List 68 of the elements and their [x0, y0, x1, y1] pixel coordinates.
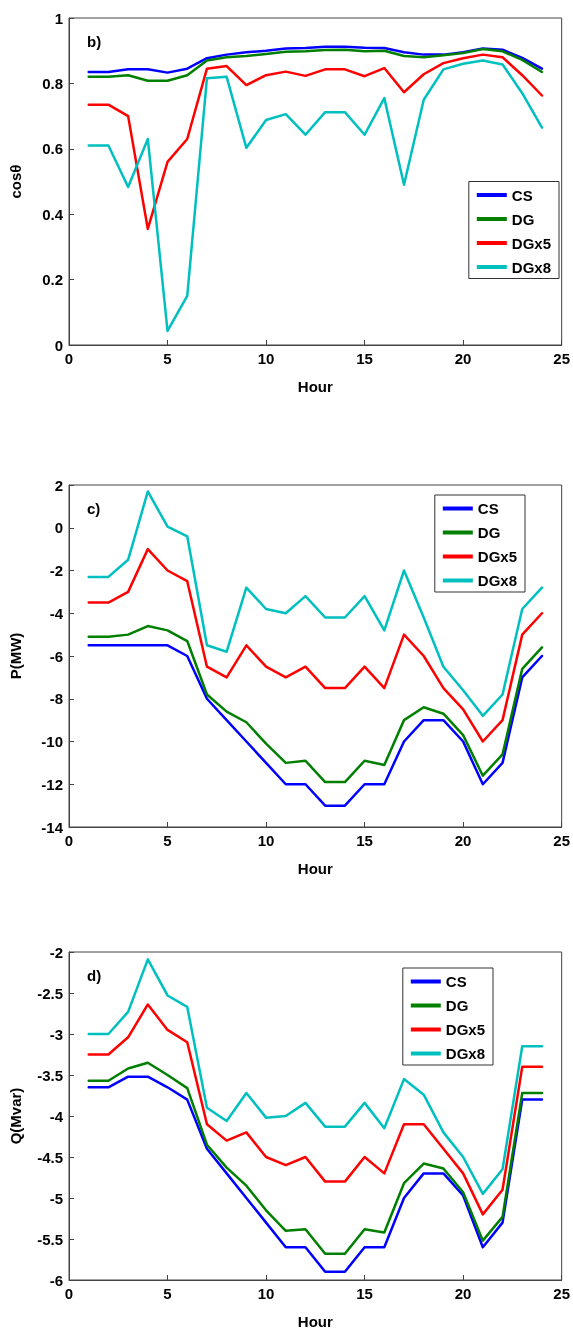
- y-tick-label: -2: [49, 943, 63, 961]
- y-axis-title: cosθ: [7, 164, 24, 199]
- y-tick-label: 0.6: [42, 140, 63, 158]
- x-tick-label: 20: [454, 350, 472, 367]
- y-tick-label: -12: [41, 775, 63, 793]
- x-tick-label: 15: [356, 1285, 373, 1302]
- y-tick-label: -3: [49, 1025, 63, 1043]
- legend-label: DG: [511, 210, 535, 228]
- x-tick-label: 10: [257, 832, 275, 849]
- x-axis-title: Hour: [297, 860, 333, 877]
- line-series: [87, 624, 544, 784]
- y-tick-label: -3.5: [37, 1066, 63, 1084]
- y-tick-label: 0: [54, 336, 63, 354]
- legend-label: DGx5: [477, 548, 517, 565]
- annotation: c): [87, 500, 101, 517]
- x-tick-label: 15: [356, 350, 373, 367]
- x-tick-label: 10: [257, 350, 275, 367]
- legend-label: DGx5: [511, 234, 551, 252]
- line-series: [87, 958, 544, 1196]
- y-tick-label: -2.5: [37, 984, 63, 1002]
- y-axis-title: P(MW): [7, 632, 24, 680]
- legend-label: CS: [445, 973, 467, 990]
- y-tick-label: 0.4: [42, 205, 64, 223]
- legend-label: DGx5: [445, 1021, 485, 1038]
- legend-label: DG: [445, 997, 469, 1014]
- legend-label: DGx8: [477, 572, 517, 589]
- x-tick-label: 5: [163, 350, 172, 367]
- line-series: [87, 1061, 544, 1256]
- y-tick-label: -5: [49, 1189, 63, 1207]
- x-tick-label: 25: [553, 350, 570, 367]
- y-tick-label: -10: [41, 733, 63, 750]
- y-tick-label: -5.5: [37, 1230, 63, 1248]
- y-tick-label: -2: [49, 562, 63, 579]
- legend-label: CS: [477, 500, 499, 517]
- y-axis-title: Q(Mvar): [7, 1087, 24, 1145]
- line-series: [87, 644, 544, 807]
- y-tick-label: -4: [49, 604, 64, 622]
- line-series: [87, 547, 544, 743]
- x-tick-label: 20: [454, 1285, 472, 1302]
- line-series: [87, 1003, 544, 1216]
- y-tick-label: -14: [41, 818, 64, 836]
- line-series: [87, 53, 544, 231]
- legend-label: CS: [511, 186, 533, 204]
- line-series: [87, 490, 544, 718]
- annotation: d): [87, 967, 102, 984]
- y-tick-label: -6: [49, 1271, 63, 1289]
- y-tick-label: 0.2: [42, 271, 63, 289]
- annotation: b): [87, 33, 102, 50]
- x-tick-label: 25: [553, 1285, 570, 1302]
- y-tick-label: -4: [49, 1107, 64, 1125]
- y-tick-label: 0.8: [42, 74, 63, 92]
- y-tick-label: -4.5: [37, 1148, 63, 1166]
- x-tick-label: 15: [356, 832, 373, 849]
- y-tick-label: -8: [49, 690, 63, 708]
- x-tick-label: 5: [163, 832, 172, 849]
- x-tick-label: 20: [454, 832, 472, 849]
- legend-label: DGx8: [511, 258, 551, 276]
- x-axis-title: Hour: [297, 378, 333, 395]
- x-tick-label: 5: [163, 1285, 172, 1302]
- y-tick-label: 0: [54, 519, 63, 537]
- x-tick-label: 25: [553, 832, 570, 849]
- y-tick-label: 1: [54, 9, 63, 27]
- y-tick-label: -6: [49, 647, 63, 665]
- x-tick-label: 10: [257, 1285, 275, 1302]
- y-tick-label: 2: [54, 476, 63, 494]
- legend-label: DGx8: [445, 1045, 485, 1062]
- x-axis-title: Hour: [297, 1313, 333, 1330]
- legend-label: DG: [477, 524, 501, 541]
